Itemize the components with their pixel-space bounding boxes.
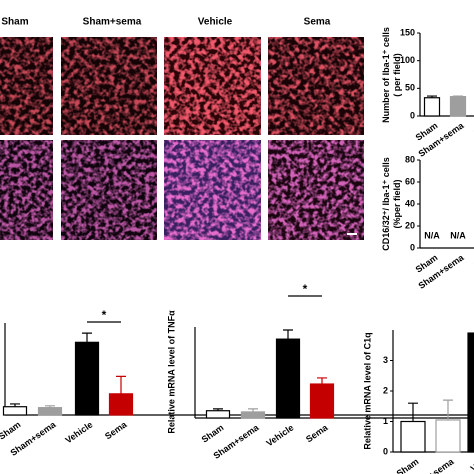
x-tick-label: Veh [473,252,474,269]
y-axis-label: Number of Iba-1⁺ cells [381,27,391,123]
x-tick-label: Vehicle [264,422,295,448]
y-tick-label: 50 [405,83,415,93]
y-tick-label: 1 [383,416,388,426]
y-axis-label: Relative mRNA level of C1q [362,332,372,449]
significance-label: * [102,308,107,322]
x-tick-label: Vehicle [63,419,94,445]
micrograph-signal [268,37,364,135]
x-tick-label: Sham [200,422,226,444]
bar [240,411,266,419]
bar [2,406,28,416]
micrograph-signal [0,140,53,240]
bar [400,420,426,453]
error-bar [82,332,92,343]
error-bar [283,329,293,340]
bar [74,341,100,416]
bar [467,332,474,453]
y-tick-label: 150 [400,27,415,37]
micrograph-signal [61,140,157,240]
x-tick-label: Sema [304,422,330,445]
significance-label: * [303,282,308,296]
y-tick-label: 100 [400,55,415,65]
micrograph-signal [0,37,53,135]
x-tick-label: Veh [473,120,474,137]
y-tick-label: 2 [383,385,388,395]
y-tick-label: 3 [383,355,388,365]
error-bar [248,408,258,412]
bar [275,338,301,419]
bar [423,97,441,117]
y-axis-label: Relative mRNA level of TNFα [166,310,176,434]
error-bar [317,377,327,385]
bar [108,393,134,416]
x-tick-label: Sham [395,456,421,474]
bar [205,410,231,419]
x-tick-label: Sema [103,419,129,442]
bar [449,96,467,117]
y-axis-label: CD16/32⁺/ Iba-1⁺ cells [381,157,391,251]
y-axis-label: ( per field) [392,53,402,97]
y-tick-label: 60 [405,176,415,186]
annotation: N/A [424,230,440,240]
micrograph-signal [164,37,261,135]
micrograph-signal [164,140,261,240]
error-bar [213,408,223,411]
error-bar [427,95,437,98]
y-tick-label: 80 [405,154,415,164]
column-header: Vehicle [198,17,233,28]
error-bar [10,403,20,407]
micrograph-signal [268,140,364,240]
error-bar [45,405,55,408]
column-header: Sema [304,17,331,28]
bar [37,407,63,416]
micrograph-signal [61,37,157,135]
y-axis-label: (%per field) [392,179,402,228]
y-tick-label: 0 [410,110,415,120]
column-header: Sham [1,17,28,28]
x-tick-label: Sham [0,419,23,441]
micrographs [0,37,364,240]
x-tick-label: Veh [469,456,474,473]
y-tick-label: 40 [405,198,415,208]
annotation: N/A [450,230,466,240]
error-bar [453,95,463,97]
column-header: Sham+sema [83,17,142,28]
y-tick-label: 0 [383,446,388,456]
y-tick-label: 20 [405,220,415,230]
y-tick-label: 0 [410,242,415,252]
bar [309,383,335,419]
error-bar [116,375,126,394]
bar [435,419,461,453]
error-bar [408,402,418,422]
error-bar [443,399,453,420]
